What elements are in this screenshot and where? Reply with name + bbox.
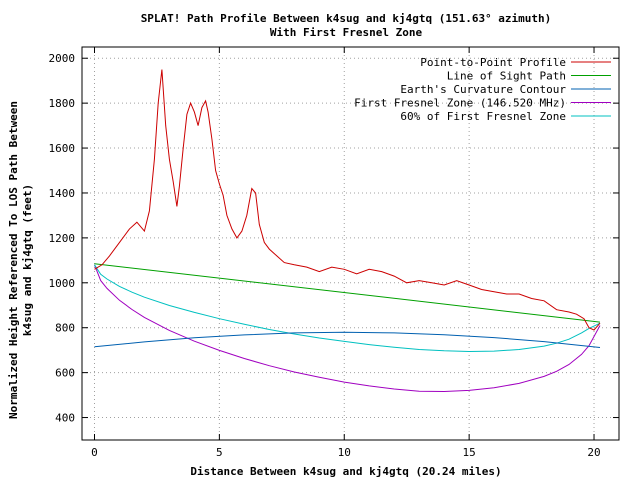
y-axis-label-line2: k4sug and kj4gtq (feet) <box>21 184 34 336</box>
legend-label: First Fresnel Zone (146.520 MHz) <box>354 97 566 110</box>
series-line-line-of-sight-path <box>94 263 601 323</box>
y-tick-label: 400 <box>55 412 75 425</box>
grid-layer <box>82 47 619 440</box>
x-tick-label: 5 <box>216 446 223 459</box>
legend-label: Point-to-Point Profile <box>420 56 566 69</box>
y-tick-label: 2000 <box>49 52 76 65</box>
chart-subtitle: With First Fresnel Zone <box>270 26 423 39</box>
x-tick-label: 15 <box>463 446 476 459</box>
y-tick-label: 600 <box>55 367 75 380</box>
legend-label: Earth's Curvature Contour <box>400 83 566 96</box>
y-tick-label: 800 <box>55 322 75 335</box>
y-axis-label-line1: Normalized Height Referenced To LOS Path… <box>7 101 20 419</box>
series-line-earth-s-curvature-contour <box>94 331 601 348</box>
legend-label: Line of Sight Path <box>447 70 566 83</box>
series-line-first-fresnel-zone-146-520-mhz <box>94 264 601 393</box>
y-tick-label: 1600 <box>49 142 76 155</box>
y-tick-label: 1000 <box>49 277 76 290</box>
y-tick-label: 1800 <box>49 97 76 110</box>
plot-frame <box>81 46 620 441</box>
series-line-point-to-point-profile <box>94 69 601 331</box>
series-layer <box>94 69 601 393</box>
x-tick-label: 20 <box>587 446 600 459</box>
series-line-60-of-first-fresnel-zone <box>94 264 601 353</box>
axis-layer: 400 600 800 1000 1200 1400 1600 1800 2000 0 5 10 15 2… <box>49 47 619 459</box>
legend-label: 60% of First Fresnel Zone <box>400 110 566 123</box>
x-tick-label: 10 <box>338 446 351 459</box>
y-tick-label: 1200 <box>49 232 76 245</box>
y-tick-label: 1400 <box>49 187 76 200</box>
x-axis-label: Distance Between k4sug and kj4gtq (20.24… <box>190 465 501 478</box>
x-tick-label: 0 <box>91 446 98 459</box>
chart-title: SPLAT! Path Profile Between k4sug and kj… <box>141 12 552 25</box>
